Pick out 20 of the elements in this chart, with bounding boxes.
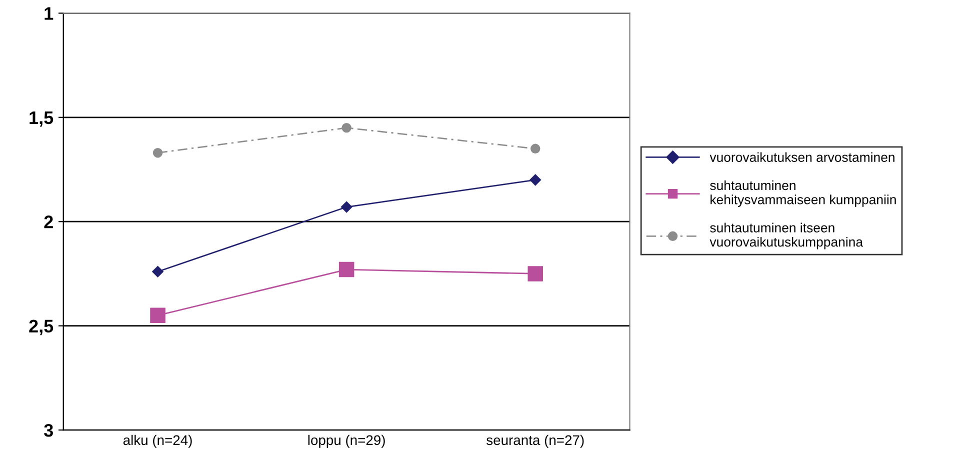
x-tick-label: seuranta (n=27) xyxy=(486,434,584,448)
y-tick-label: 1 xyxy=(44,7,54,20)
point xyxy=(152,148,163,158)
point xyxy=(338,262,354,278)
point xyxy=(150,308,166,324)
x-tick-label: loppu (n=29) xyxy=(308,434,385,448)
legend-label: suhtautuminen kehitysvammaiseen kumppaniin xyxy=(710,180,896,207)
y-tick-label: 2 xyxy=(44,216,53,228)
point xyxy=(152,266,164,278)
point xyxy=(530,174,541,186)
legend-label: vuorovaikutuksen arvostaminen xyxy=(710,152,894,162)
point xyxy=(528,266,543,282)
legend-label: suhtautuminen itseen vuorovaikutuskumppanina xyxy=(710,222,863,250)
y-tick-label: 3 xyxy=(44,424,53,437)
point xyxy=(342,122,352,133)
y-tick-label: 2,5 xyxy=(29,320,54,336)
y-tick-label: 1,5 xyxy=(30,112,54,127)
point xyxy=(340,201,352,213)
x-tick-label: alku (n=24) xyxy=(123,434,192,448)
point xyxy=(530,144,540,154)
